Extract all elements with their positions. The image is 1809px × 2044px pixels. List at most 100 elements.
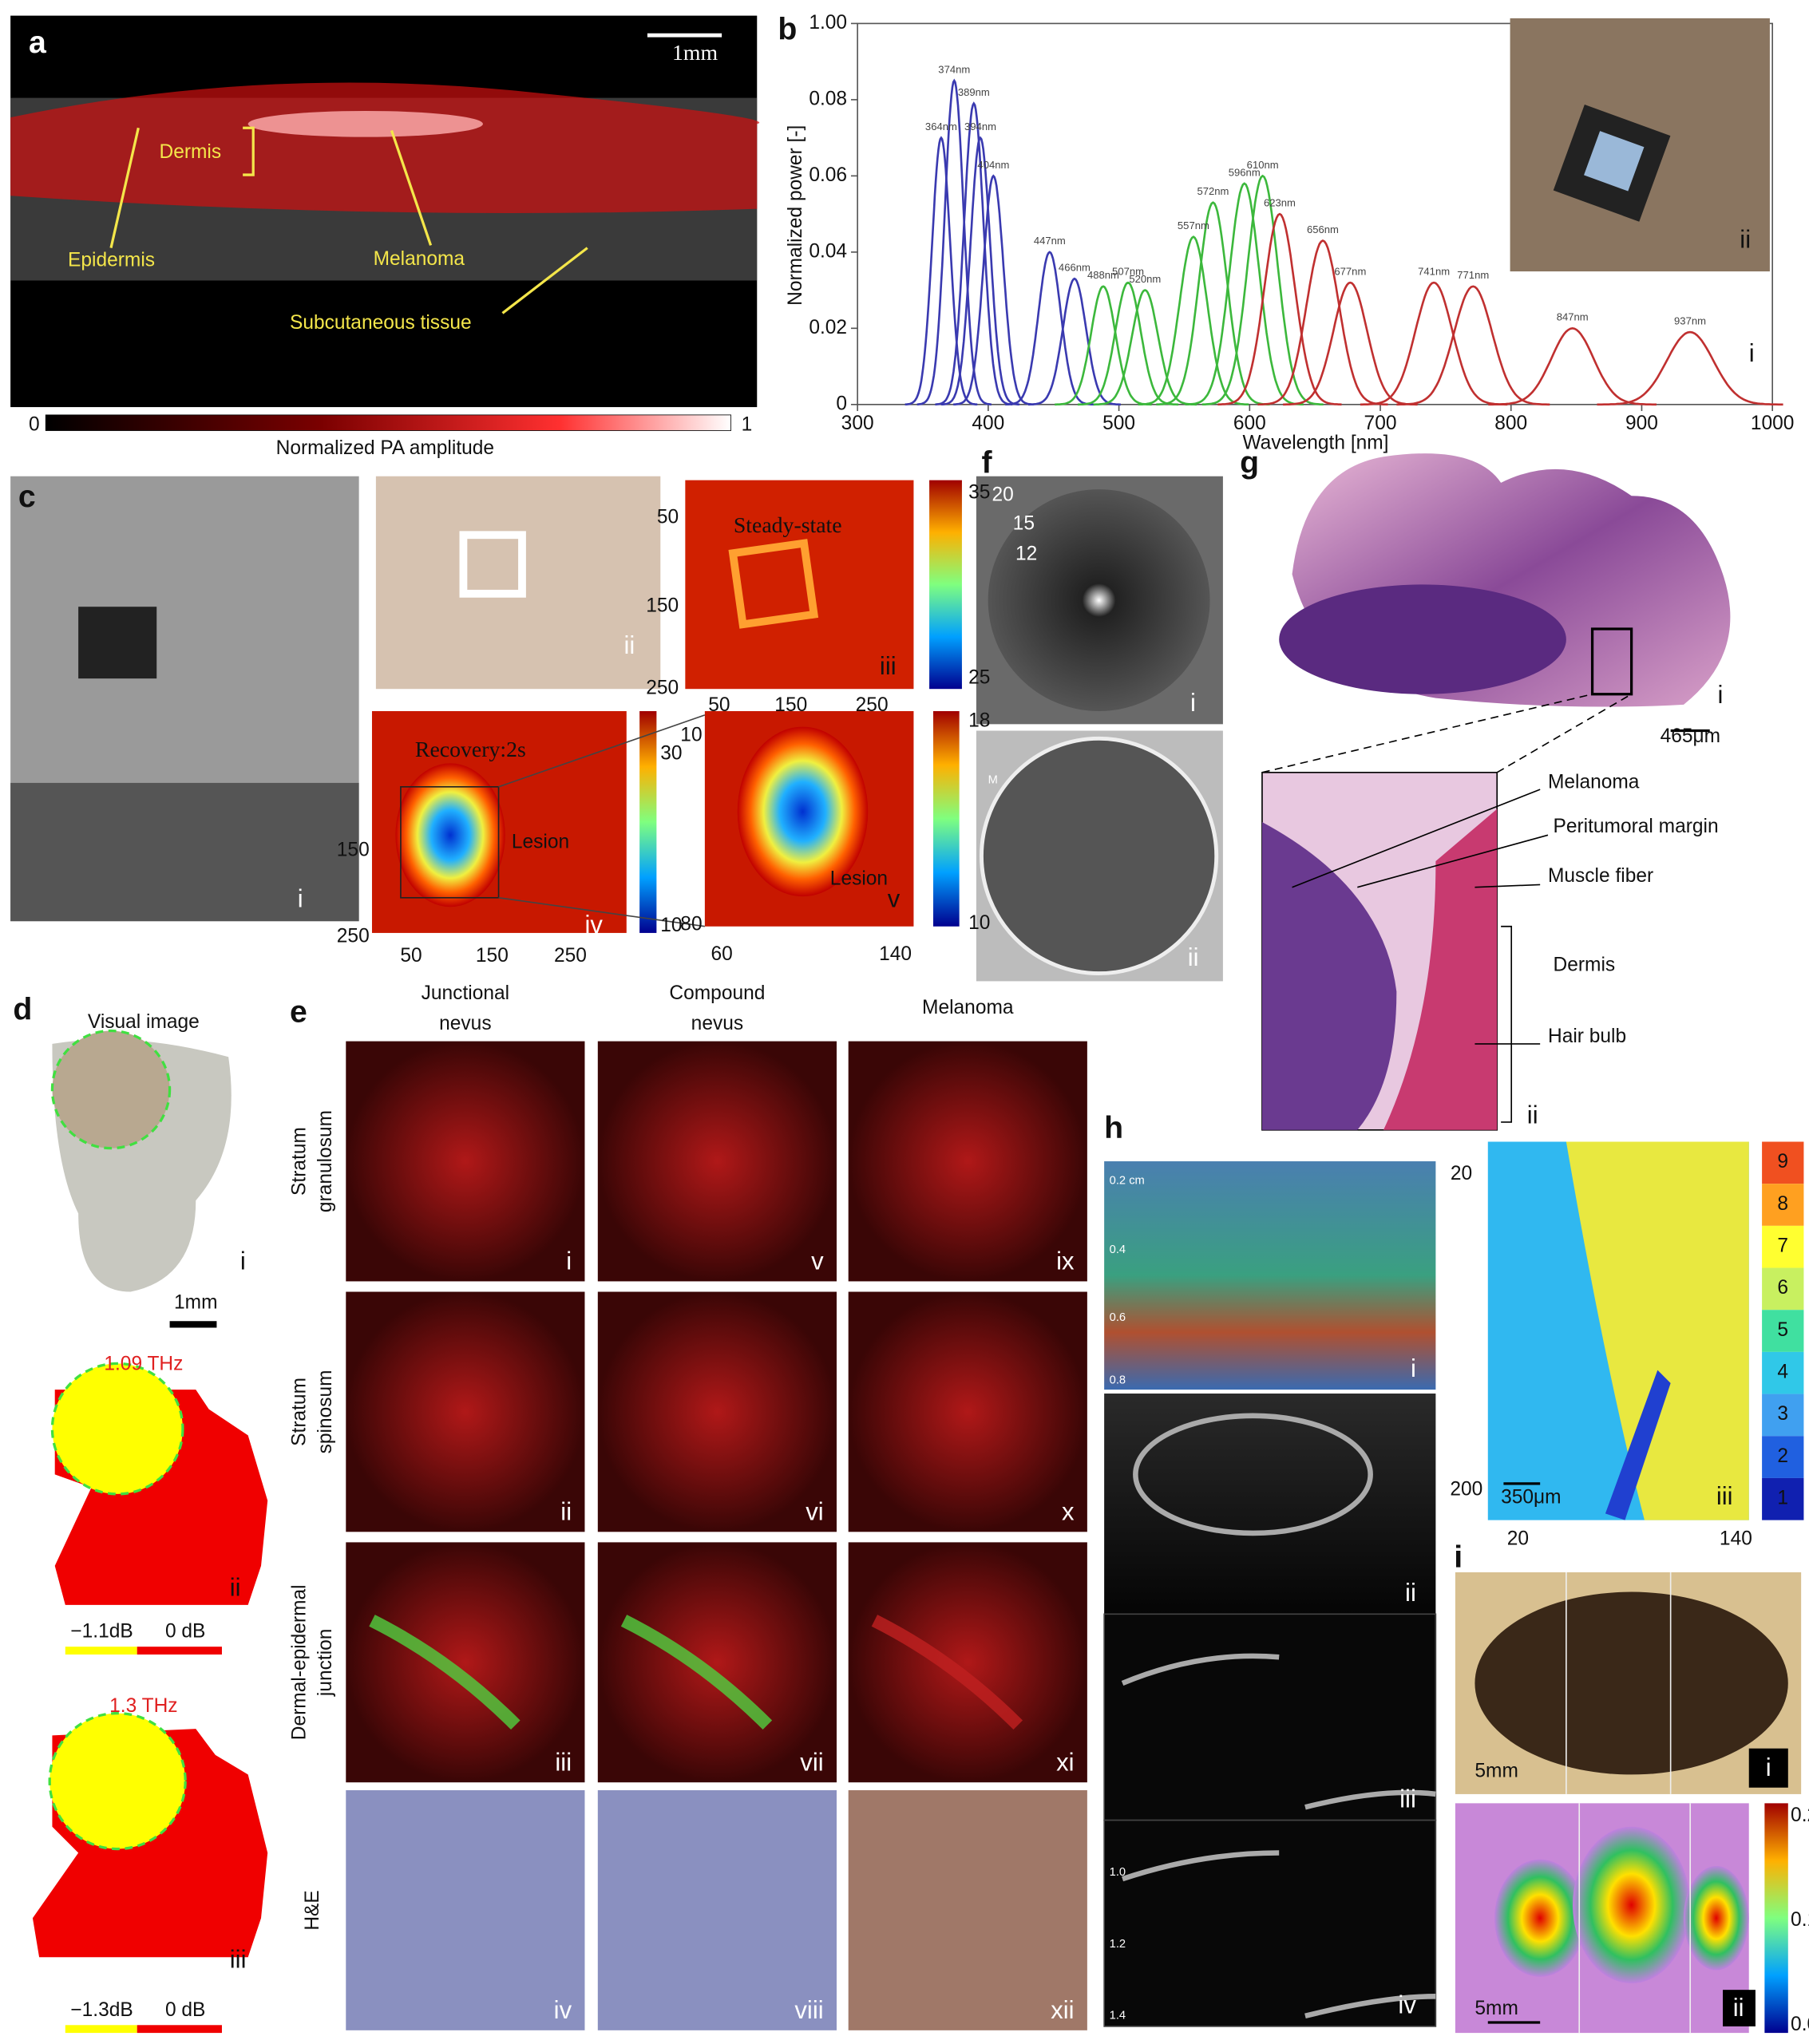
text-label: 60 — [711, 943, 732, 965]
text-label: 0.6 — [1110, 1311, 1126, 1324]
peak-label: 656nm — [1307, 223, 1339, 235]
text-label: Melanoma — [922, 997, 1014, 1018]
y-tick-label: 0.02 — [809, 317, 847, 338]
micrograph — [346, 1041, 585, 1282]
peak-label: 447nm — [1034, 235, 1066, 247]
text-label: v — [888, 884, 901, 912]
text-label: Muscle fiber — [1548, 865, 1653, 887]
text-label: v — [811, 1247, 824, 1275]
text-label: h — [1104, 1110, 1123, 1145]
x-tick-label: 600 — [1233, 413, 1266, 434]
x-tick-label: 300 — [841, 413, 874, 434]
us-echo — [1133, 1413, 1373, 1536]
text-label: 250 — [856, 694, 889, 716]
legend-bar — [65, 2025, 137, 2034]
ring-pattern — [988, 489, 1210, 711]
us-ii — [1104, 1394, 1436, 1615]
text-label: 200 — [1450, 1478, 1482, 1500]
text-label: 50 — [708, 694, 730, 716]
spectrum-peak — [1396, 285, 1550, 406]
text-label: −1.1dB — [70, 1621, 133, 1643]
label-box — [1748, 1748, 1788, 1788]
text-label: 1.3 THz — [109, 1695, 177, 1717]
text-label: 150 — [476, 945, 509, 967]
specimen — [1475, 1591, 1788, 1775]
colorbar-cell — [1762, 1141, 1804, 1184]
text-label: 50 — [657, 507, 679, 528]
x-tick-label: 900 — [1625, 413, 1658, 434]
hotspot — [1573, 1826, 1691, 1983]
peak-label: 374nm — [938, 63, 970, 75]
spectrum-peak — [953, 174, 1034, 405]
label-box — [1723, 1990, 1756, 2026]
tumor — [1279, 584, 1566, 694]
text-label: a — [29, 25, 47, 60]
text-label: 80 — [680, 914, 702, 935]
peak-label: 572nm — [1197, 185, 1229, 197]
peak-label: 610nm — [1247, 159, 1279, 171]
text-label: 18 — [968, 710, 990, 732]
micrograph — [597, 1041, 837, 1282]
lesion-heat — [737, 726, 869, 897]
text-label: 25 — [968, 667, 990, 689]
text-label: Hair bulb — [1548, 1026, 1626, 1047]
melanoma-signal — [247, 110, 483, 137]
ring-pattern — [980, 736, 1219, 976]
text-label: Stratum — [289, 1127, 311, 1196]
us-echo — [1121, 1653, 1436, 2019]
text-label: ii — [1188, 943, 1199, 971]
text-label: 6 — [1777, 1277, 1788, 1299]
text-label: 140 — [879, 943, 912, 965]
text-label: ii — [1733, 1994, 1744, 2022]
cut-lines — [1578, 1803, 1691, 2034]
text-label: 20 — [1451, 1163, 1472, 1184]
text-label: xi — [1056, 1749, 1074, 1777]
text-label: 20 — [992, 484, 1014, 506]
leaders — [1261, 693, 1710, 1123]
text-label: 1 — [1777, 1488, 1788, 1509]
micrograph-grid — [346, 1041, 1087, 2030]
text-label: Peritumoral margin — [1554, 816, 1719, 837]
text-label: 10 — [660, 915, 682, 936]
text-label: 1.4 — [1110, 2010, 1126, 2022]
text-label: ii — [230, 1573, 241, 1601]
map-colorbar — [1762, 1141, 1804, 1520]
peak-label: 507nm — [1112, 265, 1144, 277]
text-label: 0.0 — [1791, 2014, 1809, 2035]
text-label: 0 dB — [165, 1999, 205, 2021]
colorbar-cell — [1762, 1351, 1804, 1394]
y-tick-label: 0.08 — [809, 88, 847, 109]
lesion-thz — [50, 1362, 184, 1496]
text-label: ii — [1527, 1101, 1538, 1129]
colorbar — [1764, 1803, 1788, 2034]
colorbar-cell — [1762, 1436, 1804, 1478]
text-label: 150 — [646, 595, 679, 617]
peak-label: 488nm — [1087, 269, 1119, 281]
text-label: i — [1190, 689, 1196, 717]
text-label: 2 — [1777, 1445, 1788, 1467]
y-tick-label: 0.06 — [809, 164, 847, 186]
micrograph — [346, 1790, 585, 2030]
text-label: 20 — [1507, 1528, 1529, 1550]
colorbar-cell — [1762, 1184, 1804, 1226]
x-tick-label: 1000 — [1751, 413, 1795, 434]
text-label: Lesion — [512, 832, 569, 853]
peak-label: 404nm — [977, 159, 1009, 171]
text-label: 1mm — [174, 1292, 217, 1314]
spectrum-peak — [1257, 239, 1388, 406]
spectrum-peak — [1005, 251, 1095, 406]
text-label: 0.4 — [1110, 1243, 1126, 1256]
collagen — [871, 1615, 1023, 1730]
peak-label: 389nm — [958, 86, 990, 98]
text-label: Lesion — [830, 868, 888, 889]
text-label: iv — [584, 911, 603, 939]
monitor — [78, 607, 157, 679]
spectrum-peak — [935, 101, 1013, 405]
micrograph — [848, 1041, 1087, 1282]
text-label: 10 — [968, 912, 990, 934]
lesion-heat — [395, 763, 505, 907]
text-label: xii — [1051, 1996, 1074, 2024]
peak-label: 741nm — [1418, 265, 1450, 277]
text-label: 1.0 — [1110, 1866, 1126, 1879]
